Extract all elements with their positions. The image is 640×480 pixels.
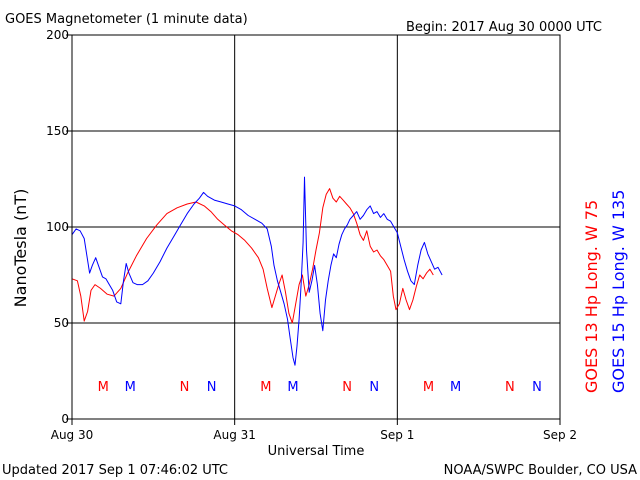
marker-n-goes15: N <box>532 380 542 395</box>
x-tick-label: Sep 2 <box>543 428 577 442</box>
legend-goes13: GOES 13 Hp Long. W 75 <box>582 200 601 393</box>
y-axis-label: NanoTesla (nT) <box>11 189 30 308</box>
x-tick-label: Aug 30 <box>51 428 94 442</box>
x-axis-label: Universal Time <box>268 444 365 459</box>
series-layer <box>71 176 443 366</box>
credit-line: NOAA/SWPC Boulder, CO USA <box>444 463 637 478</box>
marker-n-goes15: N <box>207 380 217 395</box>
begin-date: Begin: 2017 Aug 30 0000 UTC <box>406 20 602 35</box>
axis-ticks: 0 50 100 150 200 Aug 30 Aug 31 Sep 1 Sep 2 <box>46 28 577 442</box>
y-tick-label: 150 <box>46 124 69 138</box>
marker-m-goes15: M <box>125 380 136 395</box>
marker-n-goes15: N <box>369 380 379 395</box>
marker-n-goes13: N <box>342 380 352 395</box>
series-line-goes15 <box>71 176 443 366</box>
updated-timestamp: Updated 2017 Sep 1 07:46:02 UTC <box>2 463 228 478</box>
y-tick-label: 0 <box>61 412 69 426</box>
x-tick-label: Sep 1 <box>380 428 414 442</box>
y-tick-label: 100 <box>46 220 69 234</box>
marker-m-goes15: M <box>287 380 298 395</box>
y-tick-label: 50 <box>54 316 69 330</box>
marker-n-goes13: N <box>180 380 190 395</box>
marker-m-goes13: M <box>423 380 434 395</box>
marker-m-goes13: M <box>98 380 109 395</box>
marker-m-goes13: M <box>260 380 271 395</box>
series-line-goes13 <box>71 188 434 324</box>
marker-m-goes15: M <box>450 380 461 395</box>
marker-n-goes13: N <box>505 380 515 395</box>
y-tick-label: 200 <box>46 28 69 42</box>
chart-title: GOES Magnetometer (1 minute data) <box>5 12 248 27</box>
legend-goes15: GOES 15 Hp Long. W 135 <box>609 190 628 393</box>
grid <box>72 35 560 419</box>
x-tick-label: Aug 31 <box>213 428 256 442</box>
